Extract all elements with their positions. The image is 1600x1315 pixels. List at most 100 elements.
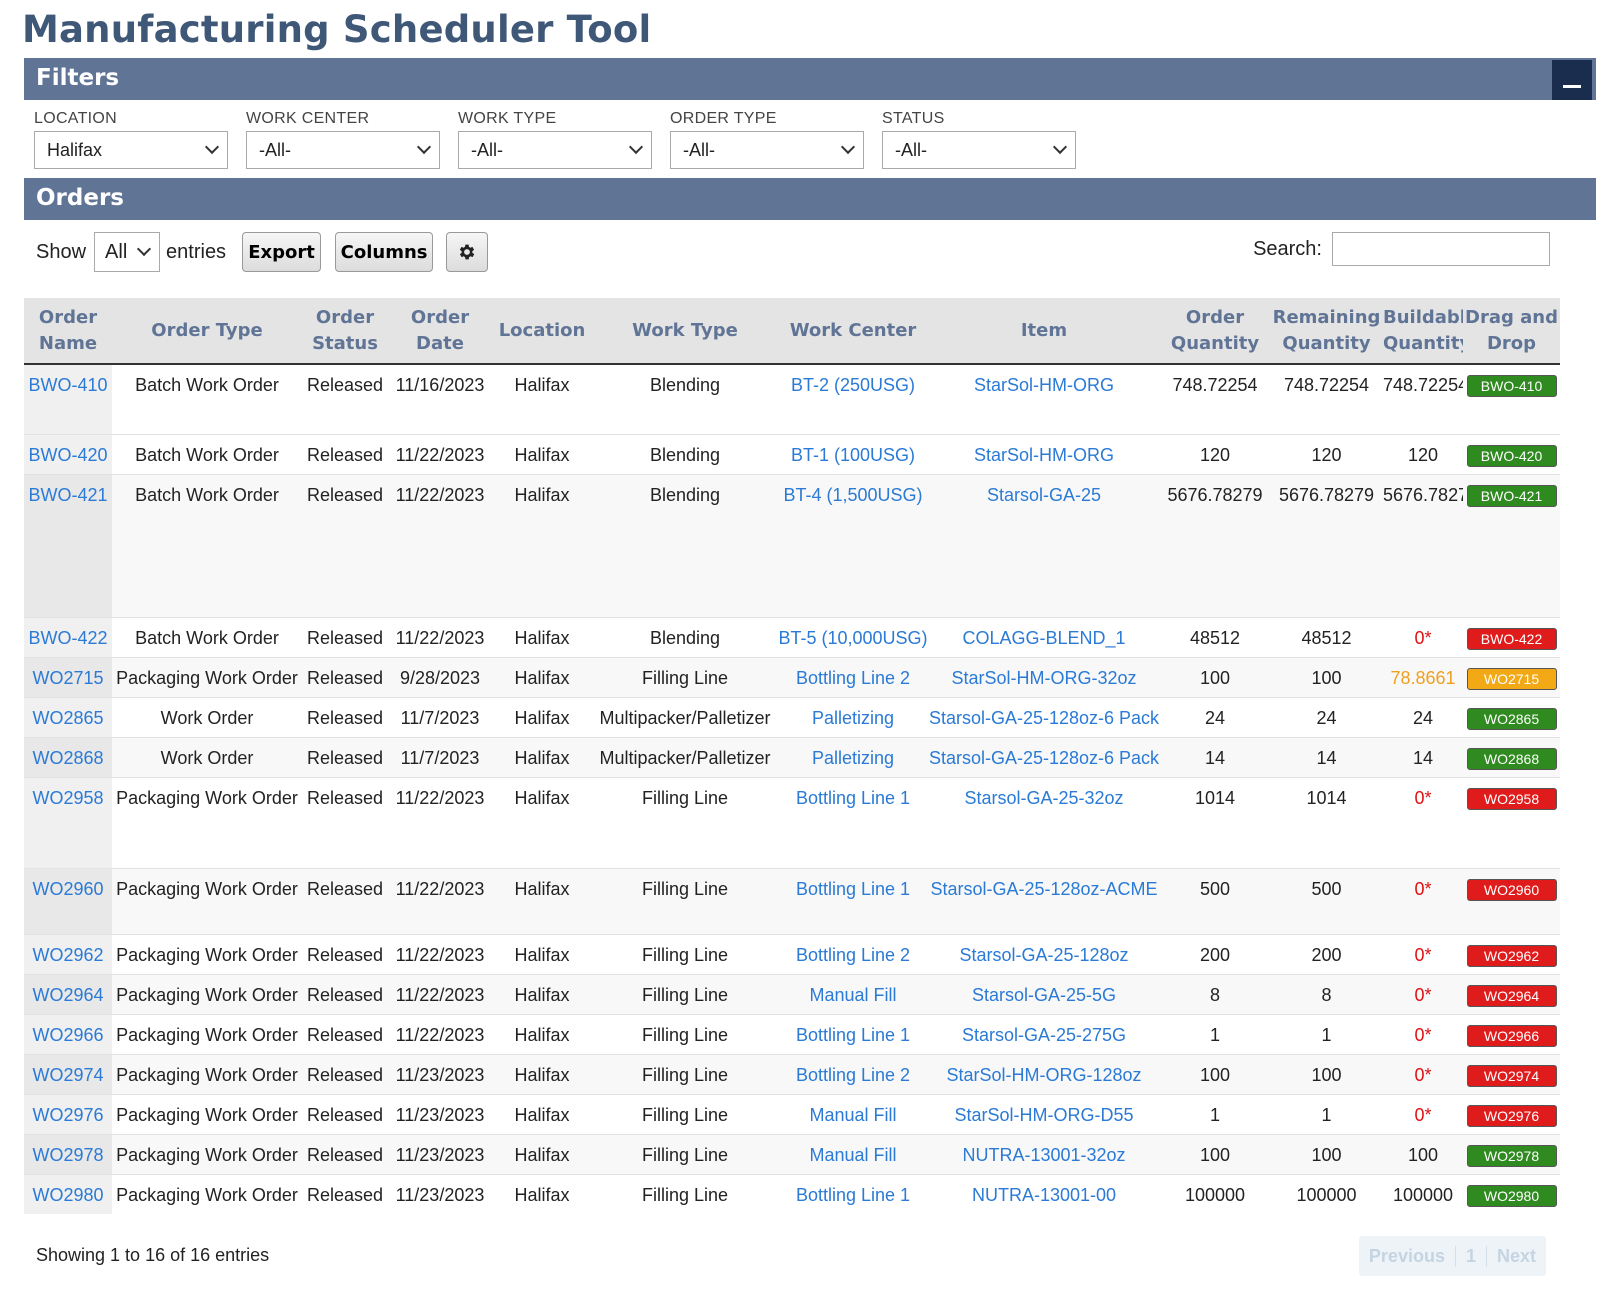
work-center-link[interactable]: Bottling Line 1 (795, 787, 911, 808)
order-name-link[interactable]: WO2868 (32, 747, 104, 768)
drag-handle-badge[interactable]: WO2962 (1466, 944, 1557, 967)
col-header-order-date[interactable]: Order Date (388, 298, 492, 365)
order-name-link[interactable]: WO2962 (32, 944, 104, 965)
order-name-cell: WO2958 (24, 776, 112, 868)
drag-handle-badge[interactable]: WO2974 (1466, 1064, 1557, 1087)
drag-handle-badge[interactable]: WO2958 (1466, 787, 1557, 810)
order-name-link[interactable]: WO2715 (32, 667, 104, 688)
work-center-link[interactable]: BT-5 (10,000USG) (778, 627, 928, 648)
location-select[interactable]: Halifax (34, 131, 228, 169)
work-center-link[interactable]: Bottling Line 2 (795, 944, 911, 965)
item-link[interactable]: StarSol-HM-ORG-32oz (951, 667, 1137, 688)
work-center-link[interactable]: Bottling Line 2 (795, 667, 911, 688)
work-center-link[interactable]: Manual Fill (809, 1104, 897, 1125)
columns-button[interactable]: Columns (335, 232, 434, 272)
item-link[interactable]: NUTRA-13001-00 (971, 1184, 1117, 1205)
buildable-quantity-cell: 0* (1383, 776, 1463, 868)
work-center-link[interactable]: Bottling Line 2 (795, 1064, 911, 1085)
item-link[interactable]: Starsol-GA-25-32oz (964, 787, 1124, 808)
item-link[interactable]: Starsol-GA-25-5G (971, 984, 1117, 1005)
work-type-select[interactable]: -All- (458, 131, 652, 169)
order-name-link[interactable]: WO2980 (32, 1184, 104, 1205)
work-center-link[interactable]: Manual Fill (809, 984, 897, 1005)
work-center-cell: BT-2 (250USG) (778, 363, 928, 434)
work-center-link[interactable]: Manual Fill (809, 1144, 897, 1165)
col-header-item[interactable]: Item (928, 298, 1160, 365)
order-name-link[interactable]: WO2958 (32, 787, 104, 808)
drag-handle-badge[interactable]: WO2980 (1466, 1184, 1557, 1207)
order-date-cell: 11/23/2023 (388, 1093, 492, 1134)
status-select[interactable]: -All- (882, 131, 1076, 169)
drag-handle-badge[interactable]: WO2715 (1466, 667, 1557, 690)
work-center-link[interactable]: Palletizing (811, 707, 895, 728)
table-row: WO2868 Work Order Released 11/7/2023 Halifax… (24, 736, 1560, 777)
item-link[interactable]: StarSol-HM-ORG (973, 375, 1114, 395)
order-name-link[interactable]: WO2976 (32, 1104, 104, 1125)
item-link[interactable]: Starsol-GA-25-128oz-6 Pack (928, 747, 1160, 768)
drag-handle-badge[interactable]: WO2868 (1466, 747, 1557, 770)
page-length-select[interactable]: All (94, 232, 161, 272)
col-header-order-status[interactable]: Order Status (302, 298, 388, 365)
order-name-link[interactable]: BWO-420 (28, 444, 108, 465)
col-header-order-name[interactable]: Order Name (24, 298, 112, 365)
drag-handle-badge[interactable]: WO2964 (1466, 984, 1557, 1007)
order-name-link[interactable]: WO2960 (32, 878, 104, 899)
collapse-filters-button[interactable] (1552, 60, 1592, 100)
drag-handle-badge[interactable]: BWO-410 (1466, 375, 1557, 397)
order-name-link[interactable]: WO2966 (32, 1024, 104, 1045)
order-name-cell: WO2964 (24, 973, 112, 1014)
work-center-select[interactable]: -All- (246, 131, 440, 169)
col-header-buildable-quantity[interactable]: Buildable Quantity (1383, 298, 1463, 365)
item-link[interactable]: COLAGG-BLEND_1 (962, 627, 1126, 648)
item-link[interactable]: StarSol-HM-ORG-128oz (946, 1064, 1142, 1085)
order-name-link[interactable]: WO2865 (32, 707, 104, 728)
order-type-select[interactable]: -All- (670, 131, 864, 169)
drag-handle-badge[interactable]: WO2865 (1466, 707, 1557, 730)
drag-drop-cell: BWO-410 (1463, 363, 1560, 434)
work-center-link[interactable]: Palletizing (811, 747, 895, 768)
export-button[interactable]: Export (242, 232, 322, 272)
previous-page-button[interactable]: Previous (1368, 1245, 1445, 1266)
order-name-link[interactable]: WO2964 (32, 984, 104, 1005)
drag-handle-badge[interactable]: WO2978 (1466, 1144, 1557, 1167)
col-header-remaining-quantity[interactable]: Remaining Quantity (1270, 298, 1383, 365)
order-name-link[interactable]: BWO-422 (28, 627, 108, 648)
work-center-link[interactable]: BT-4 (1,500USG) (783, 484, 923, 505)
item-link[interactable]: Starsol-GA-25-128oz-ACME (930, 878, 1158, 899)
drag-handle-badge[interactable]: BWO-420 (1466, 444, 1557, 467)
item-link[interactable]: Starsol-GA-25 (986, 484, 1102, 505)
order-name-link[interactable]: BWO-410 (28, 375, 108, 395)
item-link[interactable]: NUTRA-13001-32oz (962, 1144, 1126, 1165)
drag-handle-badge[interactable]: WO2966 (1466, 1024, 1557, 1047)
col-header-work-center[interactable]: Work Center (778, 298, 928, 365)
order-type-cell: Batch Work Order (112, 616, 302, 657)
col-header-order-type[interactable]: Order Type (112, 298, 302, 365)
col-header-order-quantity[interactable]: Order Quantity (1160, 298, 1270, 365)
settings-button[interactable] (446, 232, 489, 272)
order-name-link[interactable]: BWO-421 (28, 484, 108, 505)
work-center-cell: Bottling Line 1 (778, 1173, 928, 1214)
drag-handle-badge[interactable]: BWO-421 (1466, 484, 1557, 507)
order-name-link[interactable]: WO2974 (32, 1064, 104, 1085)
item-link[interactable]: StarSol-HM-ORG-D55 (954, 1104, 1134, 1125)
work-center-link[interactable]: BT-1 (100USG) (790, 444, 916, 465)
next-page-button[interactable]: Next (1496, 1245, 1536, 1266)
work-center-link[interactable]: Bottling Line 1 (795, 1184, 911, 1205)
order-name-link[interactable]: WO2978 (32, 1144, 104, 1165)
col-header-location[interactable]: Location (492, 298, 592, 365)
drag-handle-badge[interactable]: WO2960 (1466, 878, 1557, 901)
item-cell: StarSol-HM-ORG (928, 363, 1160, 434)
work-center-link[interactable]: BT-2 (250USG) (790, 375, 916, 395)
item-link[interactable]: Starsol-GA-25-275G (961, 1024, 1127, 1045)
search-input[interactable] (1332, 232, 1550, 266)
col-header-work-type[interactable]: Work Type (592, 298, 778, 365)
page-1-button[interactable]: 1 (1454, 1245, 1487, 1267)
item-link[interactable]: Starsol-GA-25-128oz (959, 944, 1129, 965)
work-type-filter-label: WORK TYPE (458, 110, 557, 127)
item-link[interactable]: StarSol-HM-ORG (973, 444, 1114, 465)
drag-handle-badge[interactable]: WO2976 (1466, 1104, 1557, 1127)
item-link[interactable]: Starsol-GA-25-128oz-6 Pack (928, 707, 1160, 728)
drag-handle-badge[interactable]: BWO-422 (1466, 627, 1557, 650)
work-center-link[interactable]: Bottling Line 1 (795, 878, 911, 899)
work-center-link[interactable]: Bottling Line 1 (795, 1024, 911, 1045)
